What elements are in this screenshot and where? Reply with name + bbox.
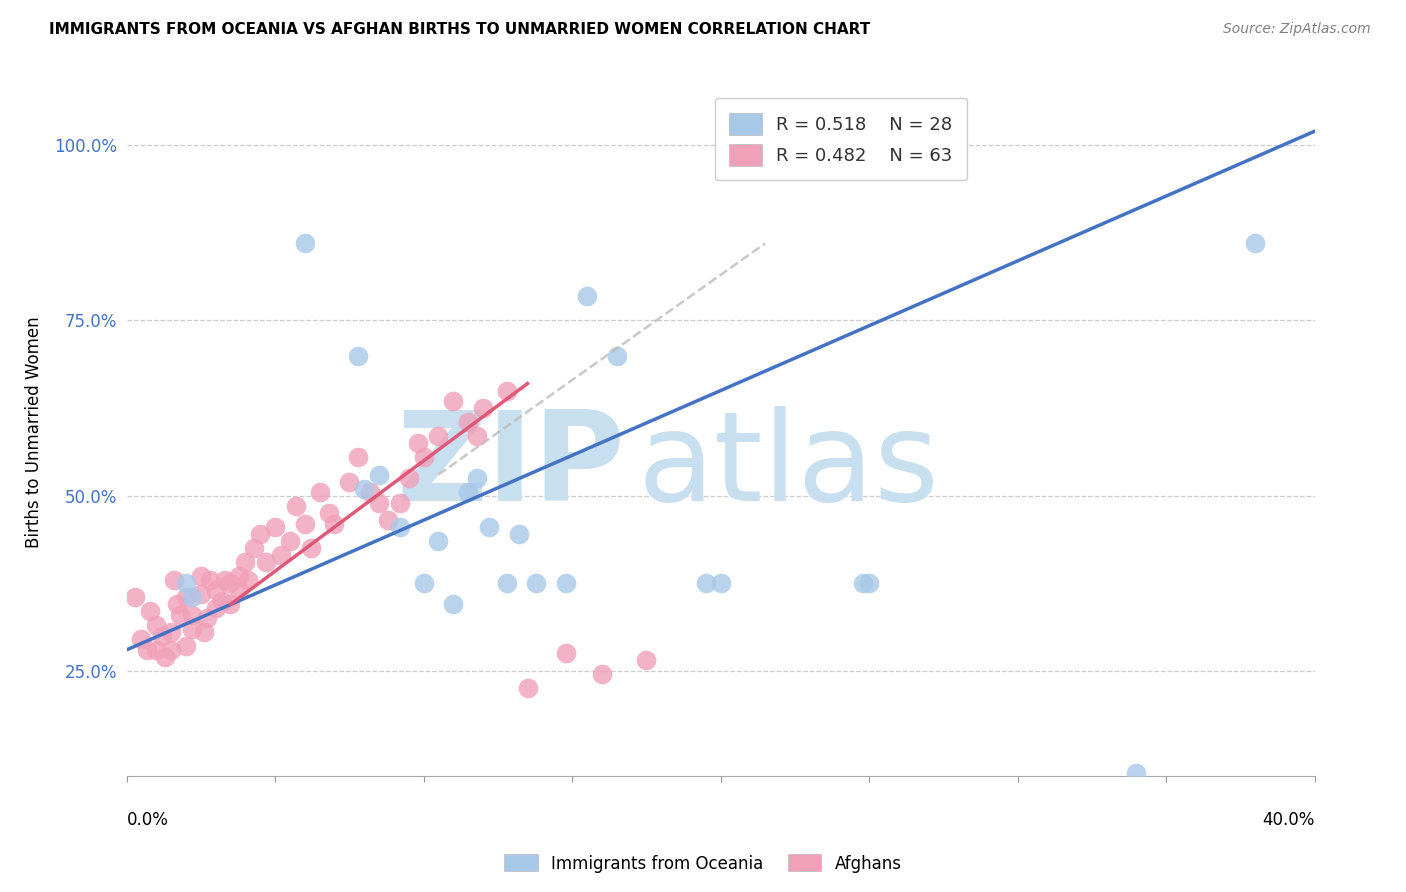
Point <box>233 555 256 569</box>
Legend: Immigrants from Oceania, Afghans: Immigrants from Oceania, Afghans <box>498 847 908 880</box>
Point <box>190 569 212 583</box>
Point <box>478 520 501 534</box>
Point <box>427 534 450 549</box>
Point <box>228 583 250 598</box>
Point <box>353 482 375 496</box>
Point <box>457 415 479 429</box>
Point <box>516 681 538 696</box>
Point <box>228 569 250 583</box>
Point <box>195 611 218 625</box>
Point <box>160 643 183 657</box>
Point <box>368 467 391 482</box>
Point <box>294 516 316 531</box>
Point <box>131 632 153 647</box>
Point <box>359 485 381 500</box>
Y-axis label: Births to Unmarried Women: Births to Unmarried Women <box>25 317 42 549</box>
Point <box>219 598 242 612</box>
Point <box>377 513 399 527</box>
Point <box>145 643 167 657</box>
Point <box>337 475 360 489</box>
Text: atlas: atlas <box>637 407 939 527</box>
Point <box>254 555 277 569</box>
Point <box>278 534 301 549</box>
Point <box>153 649 176 664</box>
Point <box>238 573 260 587</box>
Point <box>180 622 202 636</box>
Point <box>441 598 464 612</box>
Point <box>169 607 191 622</box>
Point <box>465 429 488 443</box>
Point <box>852 576 875 591</box>
Text: IMMIGRANTS FROM OCEANIA VS AFGHAN BIRTHS TO UNMARRIED WOMEN CORRELATION CHART: IMMIGRANTS FROM OCEANIA VS AFGHAN BIRTHS… <box>49 22 870 37</box>
Point <box>318 506 340 520</box>
Point <box>214 573 236 587</box>
Point <box>145 618 167 632</box>
Point <box>204 583 226 598</box>
Point <box>166 598 188 612</box>
Point <box>695 576 717 591</box>
Point <box>555 646 578 660</box>
Point <box>347 450 370 464</box>
Point <box>219 576 242 591</box>
Point <box>264 520 287 534</box>
Point <box>174 591 197 605</box>
Point <box>526 576 548 591</box>
Point <box>193 625 215 640</box>
Point <box>294 236 316 251</box>
Point <box>243 541 266 556</box>
Point <box>412 450 434 464</box>
Point <box>180 607 202 622</box>
Point <box>249 527 271 541</box>
Point <box>398 471 420 485</box>
Text: Source: ZipAtlas.com: Source: ZipAtlas.com <box>1223 22 1371 37</box>
Point <box>299 541 322 556</box>
Point <box>139 604 162 618</box>
Point <box>388 520 411 534</box>
Point <box>174 576 197 591</box>
Point <box>174 640 197 654</box>
Point <box>160 625 183 640</box>
Point <box>163 573 186 587</box>
Point <box>150 629 173 643</box>
Point <box>270 548 292 563</box>
Point <box>347 349 370 363</box>
Point <box>204 600 226 615</box>
Point <box>575 289 598 303</box>
Point <box>211 594 233 608</box>
Point <box>441 394 464 409</box>
Point <box>1244 236 1267 251</box>
Point <box>858 576 880 591</box>
Point <box>136 643 159 657</box>
Point <box>198 573 221 587</box>
Point <box>606 349 628 363</box>
Point <box>495 576 517 591</box>
Legend: R = 0.518    N = 28, R = 0.482    N = 63: R = 0.518 N = 28, R = 0.482 N = 63 <box>714 98 967 180</box>
Point <box>555 576 578 591</box>
Point <box>388 496 411 510</box>
Point <box>427 429 450 443</box>
Text: 40.0%: 40.0% <box>1263 811 1315 829</box>
Point <box>591 667 613 681</box>
Text: 0.0%: 0.0% <box>127 811 169 829</box>
Point <box>471 401 495 416</box>
Point <box>124 591 146 605</box>
Point <box>508 527 530 541</box>
Point <box>368 496 391 510</box>
Text: ZIP: ZIP <box>396 407 626 527</box>
Point <box>323 516 346 531</box>
Point <box>465 471 488 485</box>
Point <box>495 384 517 398</box>
Point <box>406 436 429 450</box>
Point <box>308 485 330 500</box>
Point <box>1125 765 1147 780</box>
Point <box>636 653 658 667</box>
Point <box>412 576 434 591</box>
Point <box>190 587 212 601</box>
Point <box>180 591 202 605</box>
Point <box>284 500 307 514</box>
Point <box>457 485 479 500</box>
Point <box>709 576 731 591</box>
